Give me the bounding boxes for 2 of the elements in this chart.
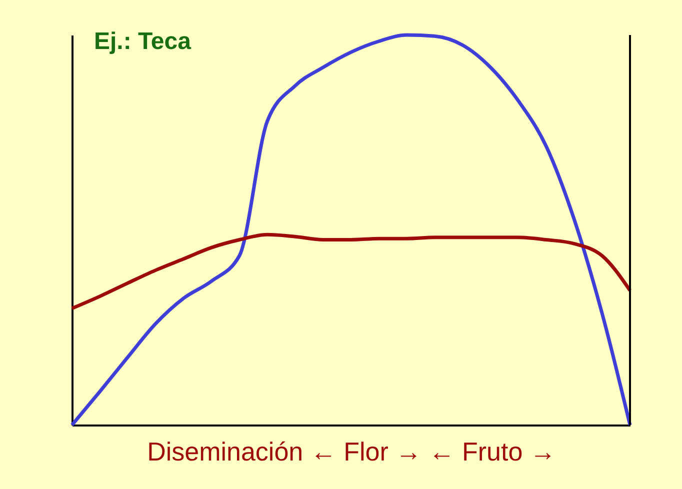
annotation: Ej.: Teca xyxy=(94,28,192,55)
x-axis-title: Diseminación ← Flor → ← Fruto → xyxy=(147,436,556,466)
